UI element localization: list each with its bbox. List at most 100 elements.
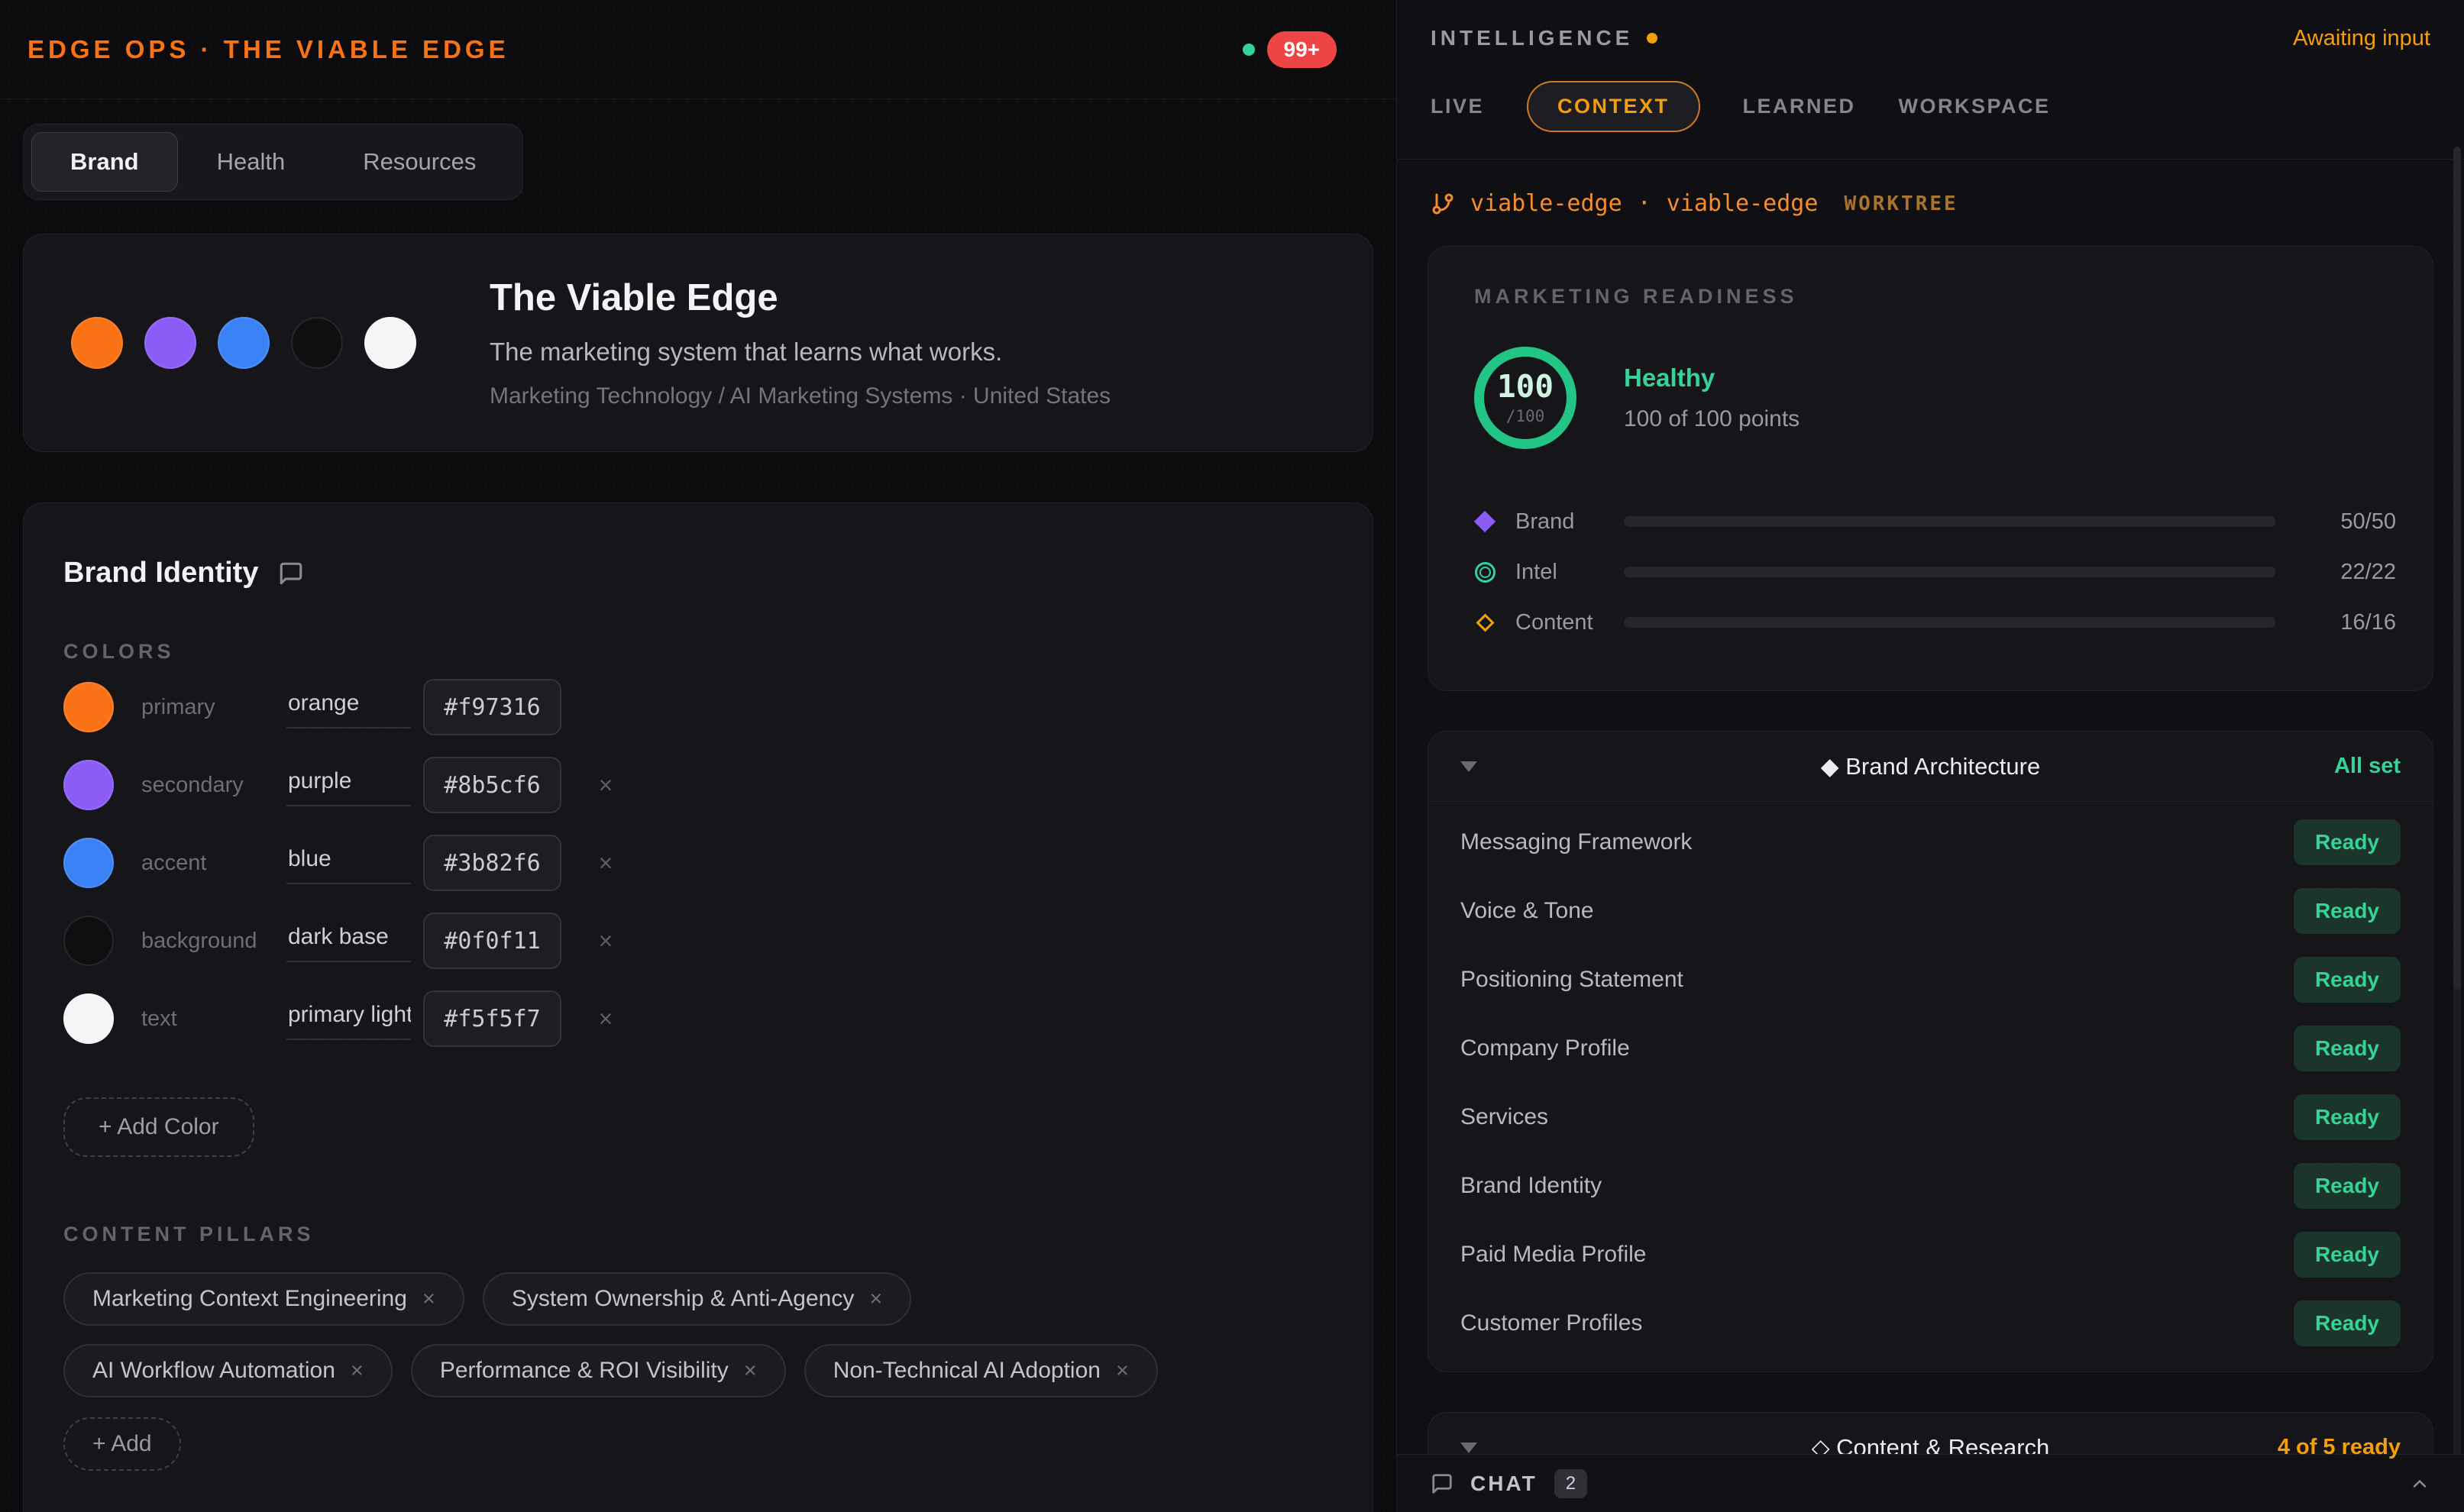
chevron-up-icon[interactable] [2409, 1473, 2430, 1494]
remove-color-icon[interactable]: × [598, 848, 613, 877]
remove-color-icon[interactable]: × [598, 1004, 613, 1032]
color-name-field[interactable]: purple [286, 764, 411, 806]
color-name-field[interactable]: blue [286, 842, 411, 884]
remove-chip-icon[interactable]: × [1115, 1358, 1129, 1383]
remove-chip-icon[interactable]: × [350, 1358, 364, 1383]
brand-summary-card: The Viable Edge The marketing system tha… [23, 234, 1373, 452]
app-title: EDGE OPS · THE VIABLE EDGE [27, 34, 509, 63]
brand-text-block: The Viable Edge The marketing system tha… [490, 276, 1111, 409]
color-list: primary orange × secondary purple × [63, 673, 1333, 1053]
item-name: Positioning Statement [1460, 967, 1683, 992]
brand-color-swatch [364, 317, 416, 369]
awaiting-input-status: Awaiting input [2292, 25, 2430, 50]
hex-input[interactable] [423, 757, 561, 813]
section-row[interactable]: Positioning Statement Ready [1460, 945, 2401, 1014]
section-row[interactable]: Services Ready [1460, 1083, 2401, 1152]
intelligence-title: INTELLIGENCE [1431, 26, 1634, 50]
color-swatch[interactable] [63, 993, 114, 1044]
tab[interactable]: Brand [31, 132, 178, 192]
comment-icon[interactable] [278, 561, 304, 586]
intelligence-tab[interactable]: CONTEXT [1527, 80, 1700, 132]
tab[interactable]: Resources [363, 148, 477, 175]
status-badge: Ready [2293, 1163, 2401, 1209]
hex-input[interactable] [423, 990, 561, 1047]
section-status: 4 of 5 ready [2277, 1435, 2401, 1459]
left-header: EDGE OPS · THE VIABLE EDGE 99+ [0, 0, 1396, 99]
score-denominator: /100 [1505, 406, 1545, 425]
hex-input[interactable] [423, 913, 561, 969]
chip-label: Marketing Context Engineering [92, 1286, 407, 1311]
intelligence-tab[interactable]: LEARNED [1742, 94, 1856, 118]
pillar-chip: Marketing Context Engineering × [63, 1272, 464, 1326]
readiness-gauge-row: 100 /100 Healthy 100 of 100 points [1474, 347, 2396, 449]
color-name-field[interactable]: orange [286, 686, 411, 729]
notification-badge[interactable]: 99+ [1266, 31, 1337, 68]
add-pillar-button[interactable]: + Add [63, 1417, 181, 1471]
scrollbar[interactable] [2453, 147, 2461, 1506]
color-role-label: background [141, 928, 257, 953]
remove-chip-icon[interactable]: × [869, 1286, 883, 1311]
color-swatch[interactable] [63, 682, 114, 732]
metric-value: 22/22 [2340, 559, 2396, 584]
score-value: 100 [1496, 367, 1554, 405]
metric-name: Brand [1515, 509, 1575, 534]
color-row: text primary light × [63, 984, 1333, 1053]
collapse-icon[interactable] [1460, 761, 1477, 772]
color-row: accent blue × [63, 829, 1333, 897]
item-name: Services [1460, 1104, 1549, 1129]
section-row[interactable]: Customer Profiles Ready [1460, 1289, 2401, 1358]
chip-label: AI Workflow Automation [92, 1358, 335, 1383]
add-color-button[interactable]: + Add Color [63, 1097, 254, 1157]
color-row: primary orange × [63, 673, 1333, 741]
scrollbar-thumb[interactable] [2453, 147, 2461, 990]
health-status: Healthy [1624, 363, 1715, 392]
metric-icon-shape [1475, 612, 1495, 632]
points-summary: 100 of 100 points [1624, 406, 1800, 431]
metric-icon [1474, 612, 1496, 632]
marketing-readiness-card: MARKETING READINESS 100 /100 Healthy 100… [1428, 246, 2433, 691]
status-badge: Ready [2293, 888, 2401, 934]
readiness-status-block: Healthy 100 of 100 points [1624, 363, 1799, 432]
color-name-field[interactable]: primary light [286, 997, 411, 1040]
chip-label: Non-Technical AI Adoption [833, 1358, 1101, 1383]
hex-input[interactable] [423, 679, 561, 735]
section-items: Messaging Framework Ready Voice & Tone R… [1428, 802, 2433, 1371]
hex-input[interactable] [423, 835, 561, 891]
item-name: Messaging Framework [1460, 829, 1693, 855]
intelligence-header: INTELLIGENCE Awaiting input [1397, 0, 2464, 76]
color-name-field[interactable]: dark base [286, 919, 411, 962]
section-status: All set [2333, 754, 2401, 778]
item-name: Paid Media Profile [1460, 1242, 1647, 1267]
section-row[interactable]: Company Profile Ready [1460, 1014, 2401, 1083]
section-row[interactable]: Paid Media Profile Ready [1460, 1220, 2401, 1289]
pillar-chip: System Ownership & Anti-Agency × [482, 1272, 912, 1326]
remove-chip-icon[interactable]: × [422, 1286, 435, 1311]
color-swatch[interactable] [63, 760, 114, 810]
intelligence-tab[interactable]: WORKSPACE [1898, 94, 2051, 118]
left-tabbar: Brand Health Resources [23, 124, 524, 200]
color-swatch[interactable] [63, 916, 114, 966]
brand-architecture-card: ◆ Brand Architecture All set Messaging F… [1428, 731, 2433, 1372]
collapse-icon[interactable] [1460, 1442, 1477, 1453]
metric-name: Content [1515, 609, 1593, 635]
remove-chip-icon[interactable]: × [743, 1358, 757, 1383]
status-badge: Ready [2293, 1232, 2401, 1278]
metric-row: Brand 50/50 [1473, 496, 2396, 547]
chat-bar[interactable]: CHAT 2 [1397, 1454, 2464, 1512]
section-row[interactable]: Voice & Tone Ready [1460, 877, 2401, 945]
metric-row: Intel 22/22 [1474, 547, 2396, 597]
intelligence-tabbar: LIVE CONTEXT LEARNED WORKSPACE [1397, 76, 2464, 136]
pillar-add-row: + Add [63, 1417, 1255, 1471]
section-row[interactable]: Messaging Framework Ready [1460, 808, 2401, 877]
tab[interactable]: Health [216, 148, 286, 175]
chip-label: System Ownership & Anti-Agency [511, 1286, 855, 1311]
status-cluster: 99+ [1242, 31, 1337, 68]
remove-color-icon[interactable]: × [598, 771, 613, 799]
chip-label: Performance & ROI Visibility [439, 1358, 729, 1383]
color-swatch[interactable] [63, 838, 114, 888]
intelligence-tab[interactable]: LIVE [1431, 94, 1485, 118]
worktree-tag: WORKTREE [1844, 192, 1958, 215]
section-row[interactable]: Brand Identity Ready [1460, 1152, 2401, 1220]
remove-color-icon[interactable]: × [598, 926, 613, 955]
intelligence-top: INTELLIGENCE Awaiting input LIVE CONTEXT… [1397, 0, 2464, 160]
